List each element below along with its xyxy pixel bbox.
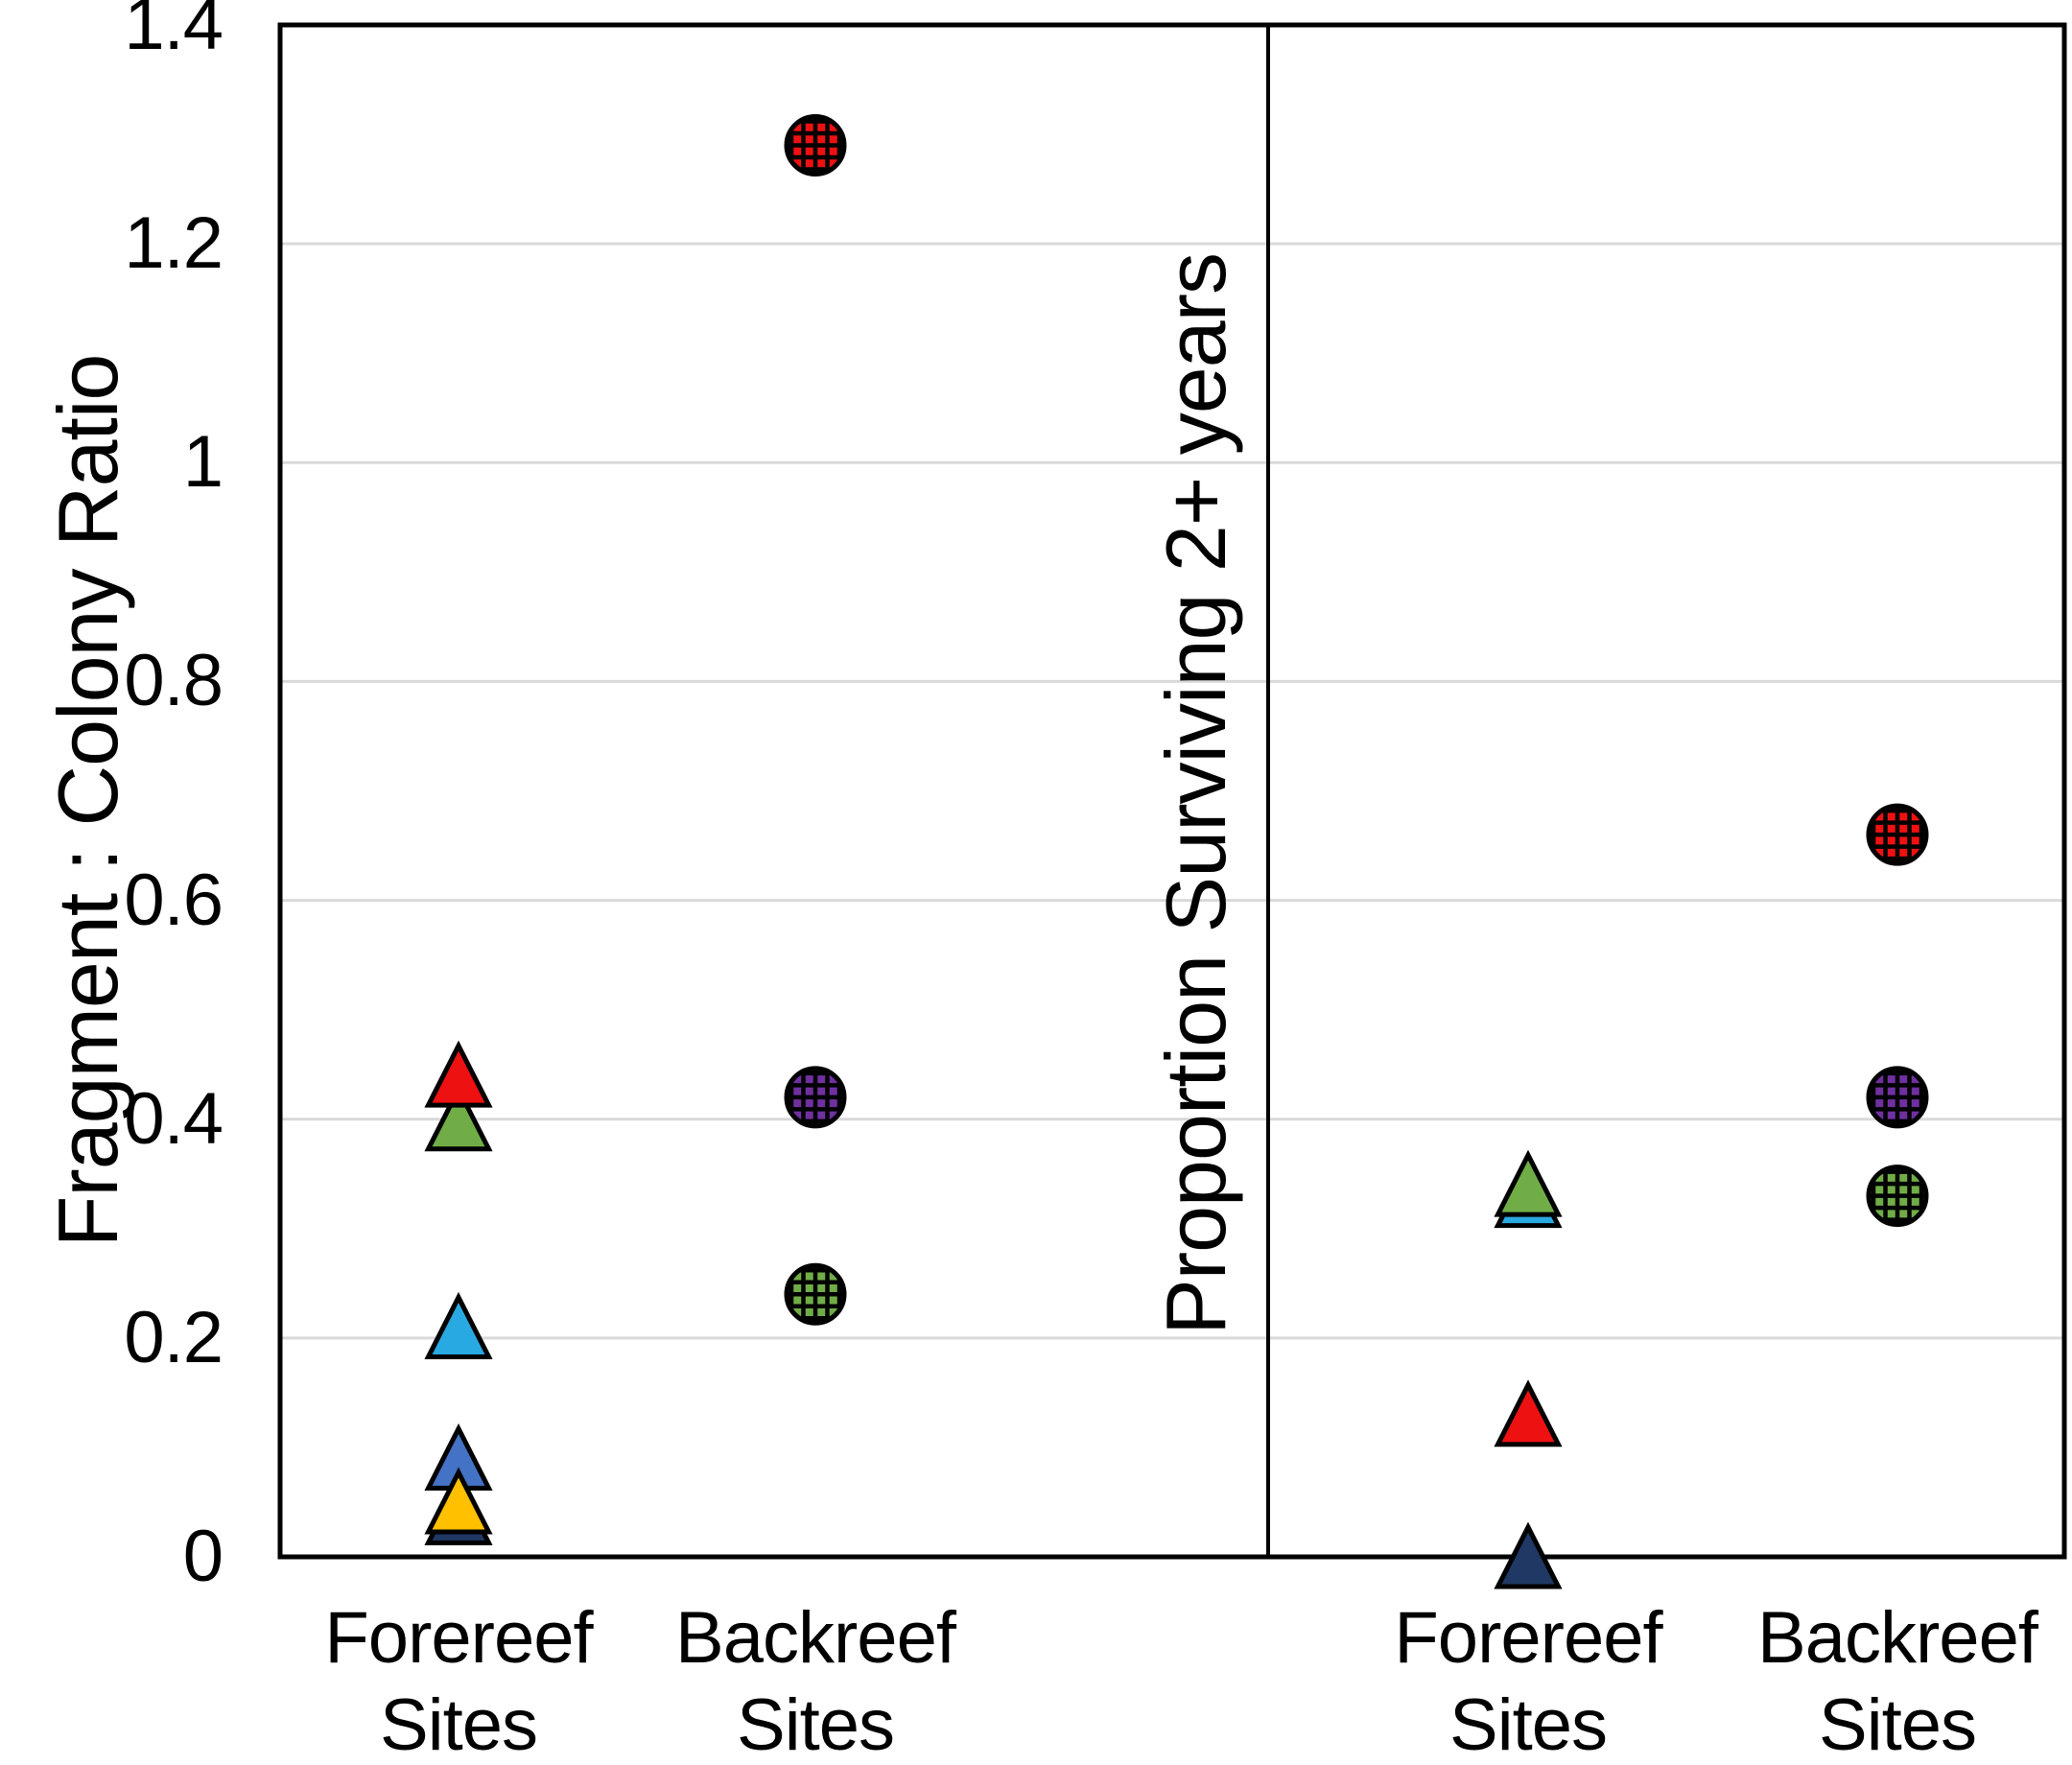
marker-right-forereef-navy-triangle: [1494, 1521, 1563, 1589]
marker-left-backreef-green-circle-outline: [784, 1262, 847, 1326]
y-axis-tick-label: 0.6: [124, 859, 224, 941]
marker-right-forereef-red-triangle: [1494, 1379, 1563, 1447]
marker-right-forereef-green-triangle: [1494, 1149, 1563, 1217]
plot-frame: [277, 22, 2067, 1560]
y-axis-tick-label: 1.4: [124, 0, 224, 65]
marker-right-backreef-red-circle-outline: [1866, 803, 1929, 866]
y-axis-tick-label: 0.2: [124, 1297, 224, 1378]
marker-left-forereef-cyan-triangle: [424, 1291, 493, 1359]
marker-left-forereef-red-triangle: [424, 1040, 493, 1108]
x-category-label-left-backreef: Backreef Sites: [675, 1597, 956, 1765]
x-category-label-right-backreef: Backreef Sites: [1757, 1597, 2038, 1765]
y-axis-tick-label: 1: [182, 421, 224, 503]
y-axis-title: Fragment : Colony Ratio: [40, 354, 135, 1248]
marker-left-forereef-orange-triangle: [424, 1467, 493, 1535]
marker-right-backreef-purple-circle-outline: [1866, 1066, 1929, 1129]
y-axis-tick-label: 0: [182, 1516, 224, 1597]
x-category-label-right-forereef: Forereef Sites: [1394, 1597, 1662, 1765]
y-axis-tick-label: 1.2: [124, 202, 224, 284]
marker-left-backreef-red-circle-outline: [784, 113, 847, 176]
marker-right-backreef-green-circle-outline: [1866, 1165, 1929, 1228]
marker-left-backreef-purple-circle-outline: [784, 1066, 847, 1129]
x-category-label-left-forereef: Forereef Sites: [324, 1597, 593, 1765]
right-panel-axis-title: Proportion Surviving 2+ years: [1148, 253, 1243, 1335]
marker-left-forereef-green-triangle: [424, 1084, 493, 1152]
y-axis-tick-label: 0.8: [124, 640, 224, 721]
y-axis-tick-label: 0.4: [124, 1078, 224, 1160]
